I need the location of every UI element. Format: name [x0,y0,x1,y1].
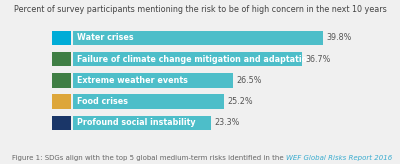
FancyBboxPatch shape [52,94,71,109]
FancyBboxPatch shape [73,73,233,88]
Text: Food crises: Food crises [76,97,128,106]
Text: 26.5%: 26.5% [236,76,262,85]
Text: Percent of survey participants mentioning the risk to be of high concern in the : Percent of survey participants mentionin… [14,5,386,14]
FancyBboxPatch shape [52,52,71,66]
Text: Water crises: Water crises [76,33,133,42]
Text: 23.3%: 23.3% [214,118,240,127]
FancyBboxPatch shape [73,116,211,130]
Text: Figure 1: SDGs align with the top 5 global medium-term risks identified in the: Figure 1: SDGs align with the top 5 glob… [12,155,286,161]
Text: 25.2%: 25.2% [227,97,253,106]
FancyBboxPatch shape [52,116,71,130]
Text: 36.7%: 36.7% [306,55,331,64]
Text: WEF Global Risks Report 2016: WEF Global Risks Report 2016 [286,155,392,161]
FancyBboxPatch shape [73,94,224,109]
FancyBboxPatch shape [73,52,302,66]
FancyBboxPatch shape [52,31,71,45]
Text: Failure of climate change mitigation and adaptation: Failure of climate change mitigation and… [76,55,312,64]
Text: Profound social instability: Profound social instability [76,118,195,127]
FancyBboxPatch shape [73,31,323,45]
Text: 39.8%: 39.8% [327,33,352,42]
Text: Extreme weather events: Extreme weather events [76,76,188,85]
FancyBboxPatch shape [52,73,71,88]
